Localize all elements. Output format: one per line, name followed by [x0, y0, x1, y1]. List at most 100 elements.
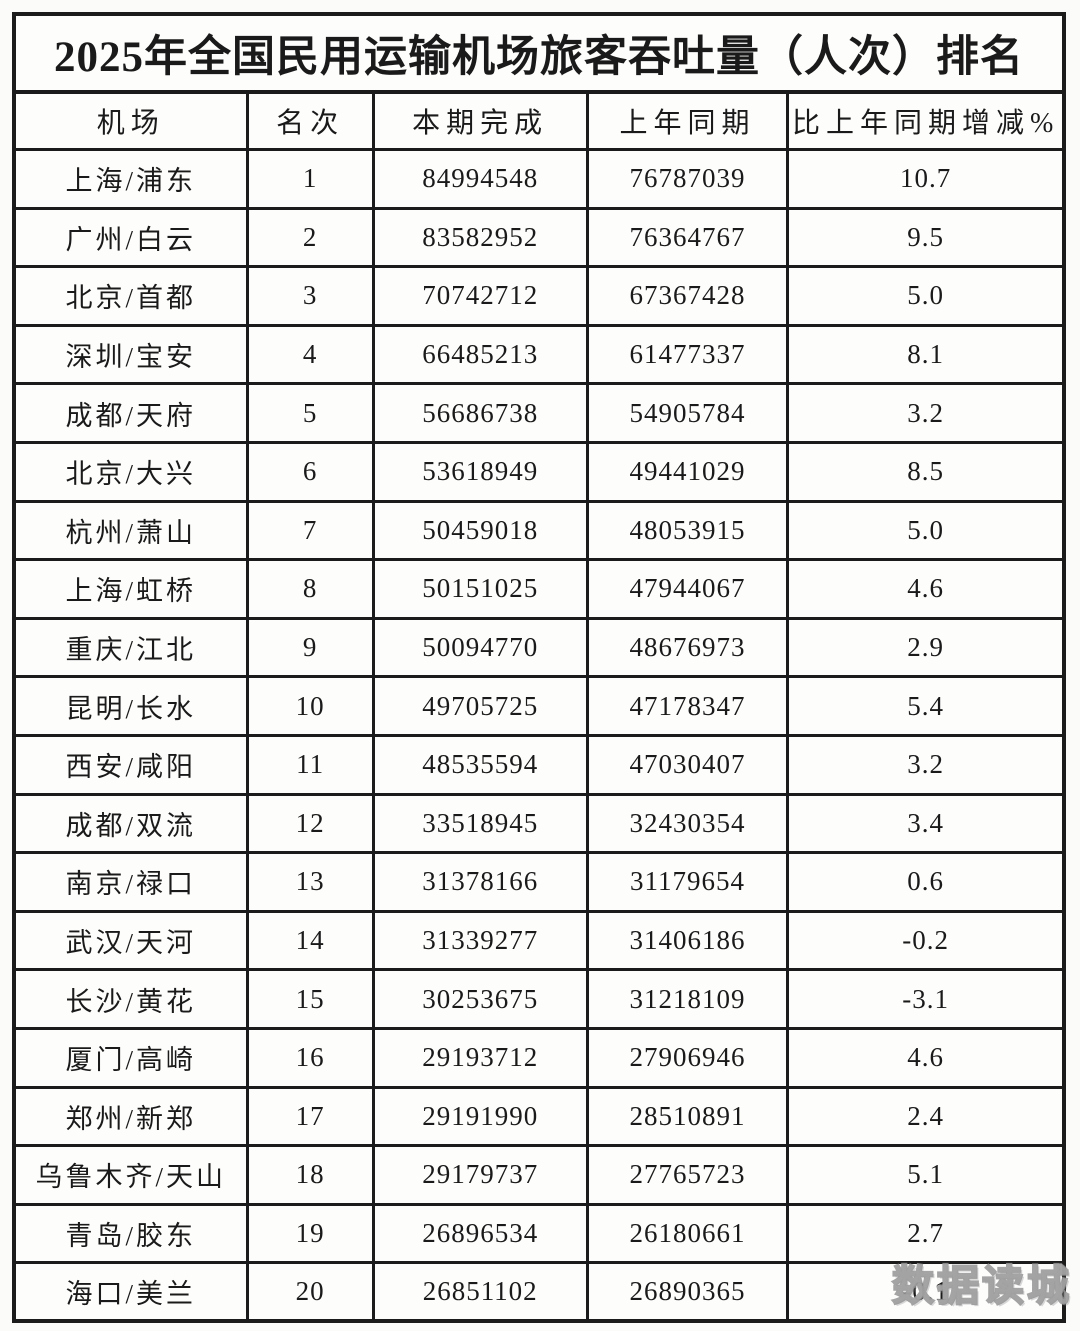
- cell-airport: 上海/虹桥: [12, 558, 249, 620]
- cell-current: 49705725: [371, 675, 589, 737]
- cell-rank: 10: [245, 675, 375, 737]
- col-header-airport: 机场: [12, 90, 249, 151]
- cell-rank: 9: [245, 616, 375, 679]
- table-row: 长沙/黄花 15 30253675 31218109 -3.1: [12, 968, 1066, 1030]
- cell-rank: 16: [245, 1026, 375, 1089]
- table-row: 重庆/江北 9 50094770 48676973 2.9: [12, 616, 1066, 679]
- cell-previous: 32430354: [585, 792, 790, 855]
- cell-change-pct: 9.5: [786, 206, 1066, 269]
- table-row: 杭州/萧山 7 50459018 48053915 5.0: [12, 499, 1066, 562]
- cell-previous: 49441029: [585, 440, 790, 503]
- cell-previous: 54905784: [585, 382, 790, 444]
- cell-current: 66485213: [371, 323, 589, 386]
- table-row: 昆明/长水 10 49705725 47178347 5.4: [12, 675, 1066, 737]
- cell-current: 50151025: [371, 558, 589, 620]
- table-row: 深圳/宝安 4 66485213 61477337 8.1: [12, 323, 1066, 386]
- cell-previous: 31218109: [585, 968, 790, 1030]
- cell-previous: 48676973: [585, 616, 790, 679]
- cell-change-pct: 2.4: [786, 1085, 1066, 1148]
- cell-rank: 15: [245, 968, 375, 1030]
- cell-change-pct: -0.2: [786, 909, 1066, 972]
- cell-current: 29179737: [371, 1144, 589, 1206]
- cell-airport: 海口/美兰: [12, 1261, 249, 1323]
- cell-change-pct: 3.2: [786, 382, 1066, 444]
- cell-current: 83582952: [371, 206, 589, 269]
- cell-previous: 76787039: [585, 148, 790, 210]
- table-row: 海口/美兰 20 26851102 26890365 -0.1: [12, 1261, 1066, 1323]
- cell-current: 31378166: [371, 851, 589, 913]
- cell-airport: 郑州/新郑: [12, 1085, 249, 1148]
- cell-airport: 青岛/胶东: [12, 1202, 249, 1265]
- cell-rank: 7: [245, 499, 375, 562]
- cell-previous: 27906946: [585, 1026, 790, 1089]
- cell-previous: 31406186: [585, 909, 790, 972]
- cell-previous: 47030407: [585, 733, 790, 796]
- cell-previous: 26890365: [585, 1261, 790, 1323]
- table-row: 北京/首都 3 70742712 67367428 5.0: [12, 265, 1066, 327]
- title-row: 2025年全国民用运输机场旅客吞吐量（人次）排名: [12, 12, 1066, 94]
- cell-rank: 20: [245, 1261, 375, 1323]
- cell-rank: 13: [245, 851, 375, 913]
- col-header-previous: 上年同期: [585, 90, 790, 151]
- cell-previous: 47944067: [585, 558, 790, 620]
- table-row: 厦门/高崎 16 29193712 27906946 4.6: [12, 1026, 1066, 1089]
- cell-rank: 5: [245, 382, 375, 444]
- table-row: 上海/浦东 1 84994548 76787039 10.7: [12, 148, 1066, 210]
- table-body: 上海/浦东 1 84994548 76787039 10.7 广州/白云 2 83582952…: [12, 148, 1066, 1323]
- cell-change-pct: -0.1: [786, 1261, 1066, 1323]
- cell-current: 53618949: [371, 440, 589, 503]
- cell-previous: 26180661: [585, 1202, 790, 1265]
- cell-previous: 76364767: [585, 206, 790, 269]
- cell-rank: 2: [245, 206, 375, 269]
- cell-rank: 12: [245, 792, 375, 855]
- cell-change-pct: 0.6: [786, 851, 1066, 913]
- cell-current: 29191990: [371, 1085, 589, 1148]
- cell-current: 48535594: [371, 733, 589, 796]
- table-row: 郑州/新郑 17 29191990 28510891 2.4: [12, 1085, 1066, 1148]
- cell-change-pct: 2.7: [786, 1202, 1066, 1265]
- cell-airport: 成都/双流: [12, 792, 249, 855]
- cell-airport: 重庆/江北: [12, 616, 249, 679]
- airport-ranking-table: 2025年全国民用运输机场旅客吞吐量（人次）排名 机场 名次 本期完成 上年同期…: [12, 12, 1066, 1324]
- cell-airport: 南京/禄口: [12, 851, 249, 913]
- cell-current: 50459018: [371, 499, 589, 562]
- table-row: 广州/白云 2 83582952 76364767 9.5: [12, 206, 1066, 269]
- cell-airport: 厦门/高崎: [12, 1026, 249, 1089]
- cell-airport: 北京/大兴: [12, 440, 249, 503]
- cell-change-pct: 8.1: [786, 323, 1066, 386]
- cell-current: 56686738: [371, 382, 589, 444]
- cell-previous: 61477337: [585, 323, 790, 386]
- header-row: 机场 名次 本期完成 上年同期 比上年同期增减%: [12, 90, 1066, 151]
- cell-previous: 31179654: [585, 851, 790, 913]
- cell-current: 26851102: [371, 1261, 589, 1323]
- cell-change-pct: 4.6: [786, 1026, 1066, 1089]
- cell-airport: 武汉/天河: [12, 909, 249, 972]
- cell-change-pct: 2.9: [786, 616, 1066, 679]
- col-header-change-pct: 比上年同期增减%: [786, 90, 1066, 151]
- table-row: 乌鲁木齐/天山 18 29179737 27765723 5.1: [12, 1144, 1066, 1206]
- table-row: 成都/天府 5 56686738 54905784 3.2: [12, 382, 1066, 444]
- cell-airport: 上海/浦东: [12, 148, 249, 210]
- cell-current: 30253675: [371, 968, 589, 1030]
- cell-airport: 深圳/宝安: [12, 323, 249, 386]
- table-row: 武汉/天河 14 31339277 31406186 -0.2: [12, 909, 1066, 972]
- cell-airport: 北京/首都: [12, 265, 249, 327]
- cell-rank: 11: [245, 733, 375, 796]
- cell-airport: 广州/白云: [12, 206, 249, 269]
- table-row: 成都/双流 12 33518945 32430354 3.4: [12, 792, 1066, 855]
- page-title: 2025年全国民用运输机场旅客吞吐量（人次）排名: [12, 12, 1066, 94]
- col-header-rank: 名次: [245, 90, 375, 151]
- table-row: 北京/大兴 6 53618949 49441029 8.5: [12, 440, 1066, 503]
- table-row: 西安/咸阳 11 48535594 47030407 3.2: [12, 733, 1066, 796]
- cell-previous: 67367428: [585, 265, 790, 327]
- cell-change-pct: 5.0: [786, 499, 1066, 562]
- cell-previous: 48053915: [585, 499, 790, 562]
- table-row: 上海/虹桥 8 50151025 47944067 4.6: [12, 558, 1066, 620]
- cell-previous: 27765723: [585, 1144, 790, 1206]
- cell-rank: 18: [245, 1144, 375, 1206]
- cell-change-pct: 8.5: [786, 440, 1066, 503]
- cell-change-pct: 4.6: [786, 558, 1066, 620]
- cell-rank: 14: [245, 909, 375, 972]
- cell-current: 29193712: [371, 1026, 589, 1089]
